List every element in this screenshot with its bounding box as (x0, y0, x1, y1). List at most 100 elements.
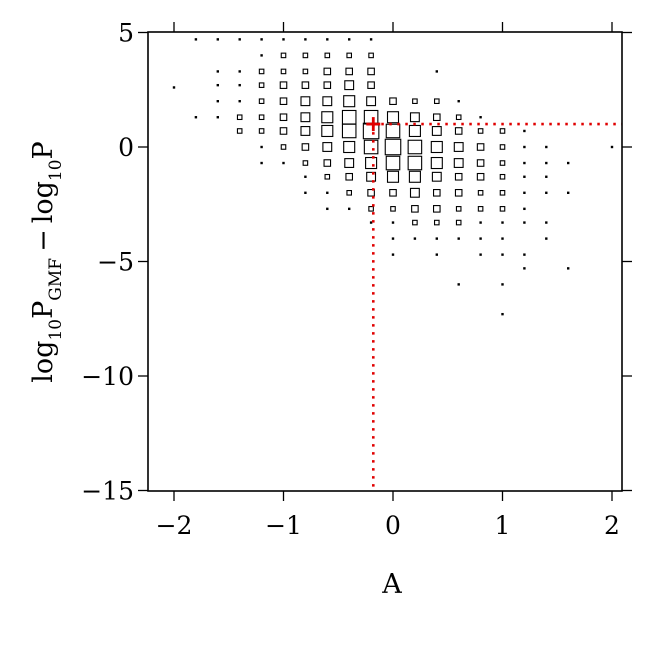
data-cell-12-8 (432, 205, 441, 213)
data-cell-4-0 (260, 38, 263, 41)
data-cell-15-8 (501, 253, 504, 256)
data-cell-15-9 (501, 283, 504, 286)
data-cell-16-6 (523, 221, 526, 224)
plot-frame (147, 31, 623, 492)
data-cell-8-2 (345, 67, 354, 76)
data-cell-17-3 (545, 191, 548, 194)
data-cell-9-4 (366, 96, 377, 107)
data-cell-9-8 (365, 156, 378, 170)
data-cell-13-7 (455, 206, 462, 212)
data-cell-3-3 (238, 100, 241, 103)
data-cell-18-2 (567, 267, 570, 270)
data-cell-11-8 (412, 219, 418, 226)
data-cell-8-1 (346, 52, 353, 59)
data-cell-16-2 (523, 161, 526, 165)
data-cell-10-6 (389, 189, 397, 197)
data-cell-9-11 (368, 206, 374, 212)
data-cell-5-8 (282, 161, 285, 165)
data-cell-13-9 (457, 237, 460, 240)
data-cell-7-6 (321, 124, 334, 138)
data-cell-7-9 (324, 173, 331, 180)
y-tick-label: −5 (97, 248, 134, 277)
data-cell-6-7 (301, 143, 310, 151)
data-cell-6-2 (302, 68, 309, 75)
data-cell-6-0 (304, 38, 307, 41)
data-cell-2-4 (216, 116, 219, 119)
x-tick-labels: −2 −1 0 1 2 (156, 511, 620, 540)
data-cell-15-7 (501, 237, 504, 240)
data-cell-13-6 (454, 189, 463, 197)
data-cell-8-10 (346, 190, 353, 196)
data-cell-8-9 (345, 172, 354, 181)
data-cell-10-4 (385, 155, 401, 171)
data-cell-9-9 (366, 171, 377, 182)
y-tick-labels: −15 −10 −5 0 5 (81, 19, 134, 506)
data-cell-15-1 (499, 144, 506, 150)
data-cell-3-1 (238, 70, 241, 73)
data-cell-4-3 (258, 82, 265, 88)
data-cell-8-5 (341, 109, 357, 125)
x-tick-label: 0 (385, 511, 401, 540)
data-cell-16-4 (523, 191, 526, 194)
data-cell-4-4 (258, 98, 265, 104)
data-cell-12-2 (432, 113, 441, 122)
data-cell-16-5 (523, 207, 526, 211)
x-tick-label: −1 (265, 511, 302, 540)
data-cell-11-1 (409, 112, 420, 123)
data-cell-9-10 (367, 189, 375, 197)
data-cell-14-4 (476, 172, 485, 181)
data-cell-7-0 (326, 38, 329, 41)
data-cell-6-10 (304, 191, 307, 194)
data-cell-5-0 (282, 38, 285, 41)
data-cell-9-5 (363, 109, 379, 125)
data-cell-6-5 (300, 112, 311, 123)
data-cell-14-1 (477, 128, 484, 134)
data-cell-5-2 (280, 68, 287, 75)
data-cell-2-2 (216, 83, 219, 87)
y-tick-label: 5 (118, 19, 134, 48)
data-cell-12-3 (431, 126, 442, 136)
x-tick-label: −2 (156, 511, 193, 540)
data-cell-12-9 (433, 219, 440, 226)
y-axis-title: log10PGMF−log10P (28, 141, 66, 382)
data-cell-10-9 (391, 237, 395, 240)
data-cell-6-4 (300, 96, 311, 107)
data-cell-14-3 (476, 159, 485, 167)
data-cell-18-0 (567, 161, 570, 165)
data-cell-3-4 (236, 114, 243, 121)
data-cell-10-7 (390, 206, 396, 212)
data-cell-7-4 (322, 96, 333, 107)
data-cell-11-6 (409, 187, 420, 198)
data-cell-5-3 (279, 81, 288, 89)
data-cell-9-12 (369, 221, 373, 224)
data-cell-7-5 (321, 111, 334, 124)
data-cell-5-5 (279, 113, 288, 122)
data-cell-4-1 (260, 54, 263, 57)
data-cell-12-10 (435, 237, 438, 240)
data-cell-7-7 (322, 142, 333, 152)
data-cell-4-8 (260, 161, 263, 165)
data-cell-17-1 (545, 161, 548, 165)
data-cell-14-5 (477, 190, 484, 196)
data-cell-5-4 (279, 97, 288, 105)
x-tick-label: 1 (495, 511, 511, 540)
data-cell-5-6 (279, 127, 288, 135)
data-cell-14-7 (479, 221, 482, 224)
data-cell-12-11 (435, 253, 438, 256)
data-cell-11-4 (407, 155, 423, 171)
data-cell-16-1 (523, 145, 526, 149)
data-cell-8-3 (344, 80, 355, 91)
data-cell-15-3 (499, 173, 506, 180)
data-cell-7-3 (323, 81, 332, 89)
data-cell-5-7 (280, 144, 287, 150)
data-cell-16-8 (523, 267, 526, 270)
data-cell-6-1 (302, 52, 309, 59)
y-tick-label: 0 (118, 133, 134, 162)
data-cell-6-3 (301, 81, 310, 89)
data-cell-10-3 (384, 138, 402, 156)
data-cell-9-7 (363, 139, 379, 155)
data-cell-11-9 (413, 237, 417, 240)
data-cell-17-5 (545, 237, 548, 240)
data-cell-13-8 (455, 219, 462, 226)
